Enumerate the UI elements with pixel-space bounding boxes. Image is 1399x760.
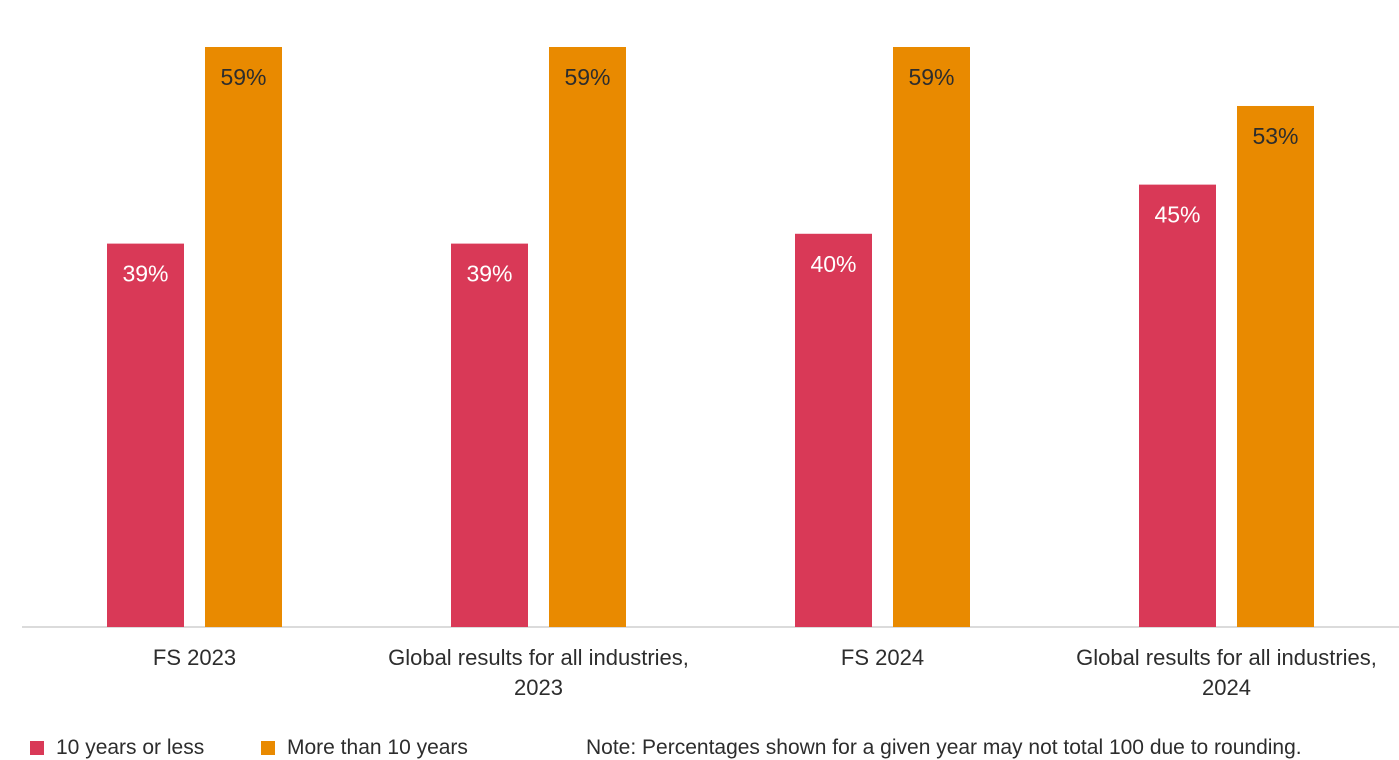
bar-ten-years-or-less xyxy=(1139,184,1216,627)
legend-label: More than 10 years xyxy=(287,736,468,759)
bar-more-than-ten-years xyxy=(893,47,970,627)
chart-note: Note: Percentages shown for a given year… xyxy=(586,736,1302,759)
legend-swatch-icon xyxy=(30,741,44,755)
category-label: Global results for all industries, xyxy=(1076,645,1377,670)
category-label: FS 2023 xyxy=(153,645,236,670)
bar-ten-years-or-less xyxy=(795,233,872,627)
bar-value-label: 39% xyxy=(122,261,168,287)
category-labels-group: FS 2023 Global results for all industries… xyxy=(153,645,1377,700)
legend-swatch-icon xyxy=(261,741,275,755)
legend-item-more-than-10-years: More than 10 years xyxy=(261,736,468,760)
bar-more-than-ten-years xyxy=(1237,105,1314,628)
bar-value-label: 59% xyxy=(564,64,610,90)
bar-value-label: 59% xyxy=(220,64,266,90)
bar-value-label: 40% xyxy=(810,251,856,277)
legend-label: 10 years or less xyxy=(56,736,205,759)
bars-group: 39% 59% 39% 59% 40% 59% 45% 53% xyxy=(107,47,1314,628)
bar-more-than-ten-years xyxy=(549,47,626,627)
bar-ten-years-or-less xyxy=(451,243,528,627)
category-label: Global results for all industries, xyxy=(388,645,689,670)
category-label: 2023 xyxy=(514,675,563,700)
legend-item-10-years-or-less: 10 years or less xyxy=(30,736,204,760)
bar-value-label: 39% xyxy=(466,261,512,287)
category-label: 2024 xyxy=(1202,675,1251,700)
bar-ten-years-or-less xyxy=(107,243,184,627)
bar-value-label: 45% xyxy=(1154,202,1200,228)
bar-value-label: 59% xyxy=(908,64,954,90)
bar-more-than-ten-years xyxy=(205,47,282,627)
bar-value-label: 53% xyxy=(1252,123,1298,149)
category-label: FS 2024 xyxy=(841,645,924,670)
